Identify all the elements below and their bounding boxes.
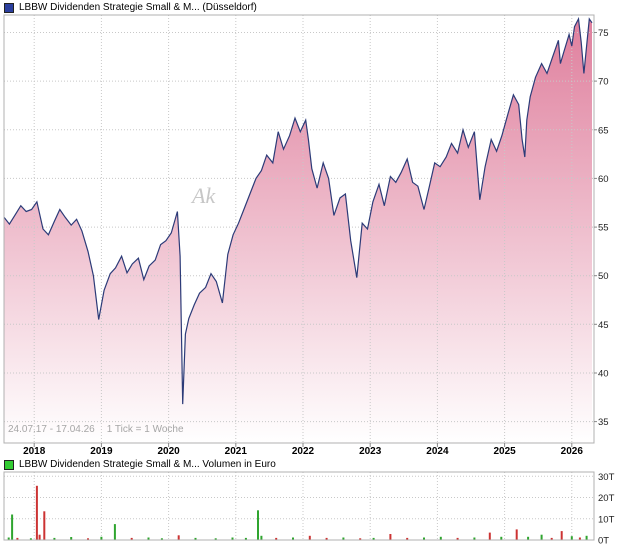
x-axis-label: 2019 <box>90 446 113 457</box>
volume-bar <box>578 537 581 540</box>
volume-bar <box>260 535 263 541</box>
volume-bar <box>29 538 32 540</box>
price-line <box>3 16 593 405</box>
volume-bar <box>275 537 278 540</box>
price-area-fill <box>4 18 592 444</box>
volume-legend: LBBW Dividenden Strategie Small & M... V… <box>4 459 276 470</box>
volume-bars <box>7 485 588 541</box>
volume-bar <box>585 535 588 541</box>
date-range-text: 24.07.17 - 17.04.26 <box>8 424 95 435</box>
volume-y-axis-label: 0T <box>598 536 609 546</box>
volume-bar <box>87 538 89 540</box>
volume-bar <box>550 537 553 540</box>
x-axis-label: 2020 <box>157 446 180 457</box>
volume-bar <box>406 537 409 540</box>
x-axis-label: 2018 <box>23 446 46 457</box>
x-axis-label: 2024 <box>426 446 449 457</box>
y-axis-label: 40 <box>598 369 609 380</box>
volume-bar <box>257 510 259 541</box>
x-axis-label: 2022 <box>292 446 315 457</box>
volume-bar <box>70 537 73 540</box>
volume-bar <box>423 537 425 540</box>
price-legend-label: LBBW Dividenden Strategie Small & M... (… <box>19 2 257 13</box>
volume-legend-label: LBBW Dividenden Strategie Small & M... V… <box>19 459 276 470</box>
x-axis-label: 2025 <box>493 446 516 457</box>
volume-bar <box>570 536 573 540</box>
volume-bar <box>540 534 543 540</box>
volume-bar <box>515 529 518 540</box>
volume-bar <box>488 532 491 540</box>
volume-bar <box>560 531 563 540</box>
volume-bar <box>35 485 38 540</box>
volume-bar <box>244 537 247 540</box>
volume-bar <box>308 535 311 541</box>
chart-range-note: 24.07.17 - 17.04.26 1 Tick = 1 Woche <box>8 424 184 435</box>
y-axis-label: 45 <box>598 320 609 331</box>
price-plot-border <box>3 14 595 444</box>
y-axis-label: 50 <box>598 271 609 282</box>
tick-interval-text: 1 Tick = 1 Woche <box>106 424 184 435</box>
volume-plot-border <box>3 471 595 541</box>
volume-bar <box>389 534 392 540</box>
y-axis-label: 75 <box>598 28 609 39</box>
volume-bar <box>292 537 294 540</box>
price-chart: 35 40 45 50 55 60 65 70 75 2018 2019 2020 2021 2022 20… <box>3 14 609 457</box>
volume-bar <box>194 537 197 540</box>
volume-bar <box>359 538 362 540</box>
volume-y-axis-label: 30T <box>598 472 615 483</box>
volume-chart: 0T 10T 20T 30T <box>3 471 615 546</box>
y-axis-label: 65 <box>598 125 609 136</box>
volume-bar <box>147 537 150 540</box>
price-legend: LBBW Dividenden Strategie Small & M... (… <box>4 2 257 13</box>
volume-bar <box>16 537 19 540</box>
volume-bar <box>7 537 10 540</box>
volume-gridlines <box>4 472 594 540</box>
volume-bar <box>43 511 46 540</box>
volume-axis-labels: 0T 10T 20T 30T <box>598 472 615 546</box>
y-axis-label: 60 <box>598 174 609 185</box>
volume-bar <box>527 536 530 540</box>
x-axis-label: 2023 <box>359 446 382 457</box>
volume-y-axis-label: 10T <box>598 514 615 525</box>
volume-bar <box>473 537 476 540</box>
y-axis-label: 55 <box>598 223 609 234</box>
volume-bar <box>372 537 375 540</box>
y-axis-label: 35 <box>598 417 609 428</box>
y-axis-label: 70 <box>598 77 609 88</box>
volume-bar <box>113 524 116 540</box>
volume-bar <box>53 537 56 540</box>
volume-legend-swatch-icon <box>4 459 14 470</box>
volume-bar <box>38 534 41 540</box>
volume-bar <box>500 536 503 540</box>
price-axis-labels: 35 40 45 50 55 60 65 70 75 2018 2019 2020 2021 2022 20… <box>23 28 609 457</box>
volume-bar <box>100 536 103 540</box>
x-axis-label: 2026 <box>561 446 584 457</box>
x-axis-label: 2021 <box>225 446 248 457</box>
volume-bar <box>342 537 345 540</box>
volume-bar <box>231 537 234 540</box>
volume-bar <box>160 538 163 540</box>
volume-bar <box>214 538 217 540</box>
volume-bar <box>130 537 133 540</box>
volume-bar <box>439 536 442 540</box>
volume-bar <box>11 514 14 540</box>
volume-bar <box>177 535 180 540</box>
volume-bar <box>456 537 459 540</box>
price-legend-swatch-icon <box>4 2 14 13</box>
volume-bar <box>325 537 328 540</box>
volume-y-axis-label: 20T <box>598 493 615 504</box>
